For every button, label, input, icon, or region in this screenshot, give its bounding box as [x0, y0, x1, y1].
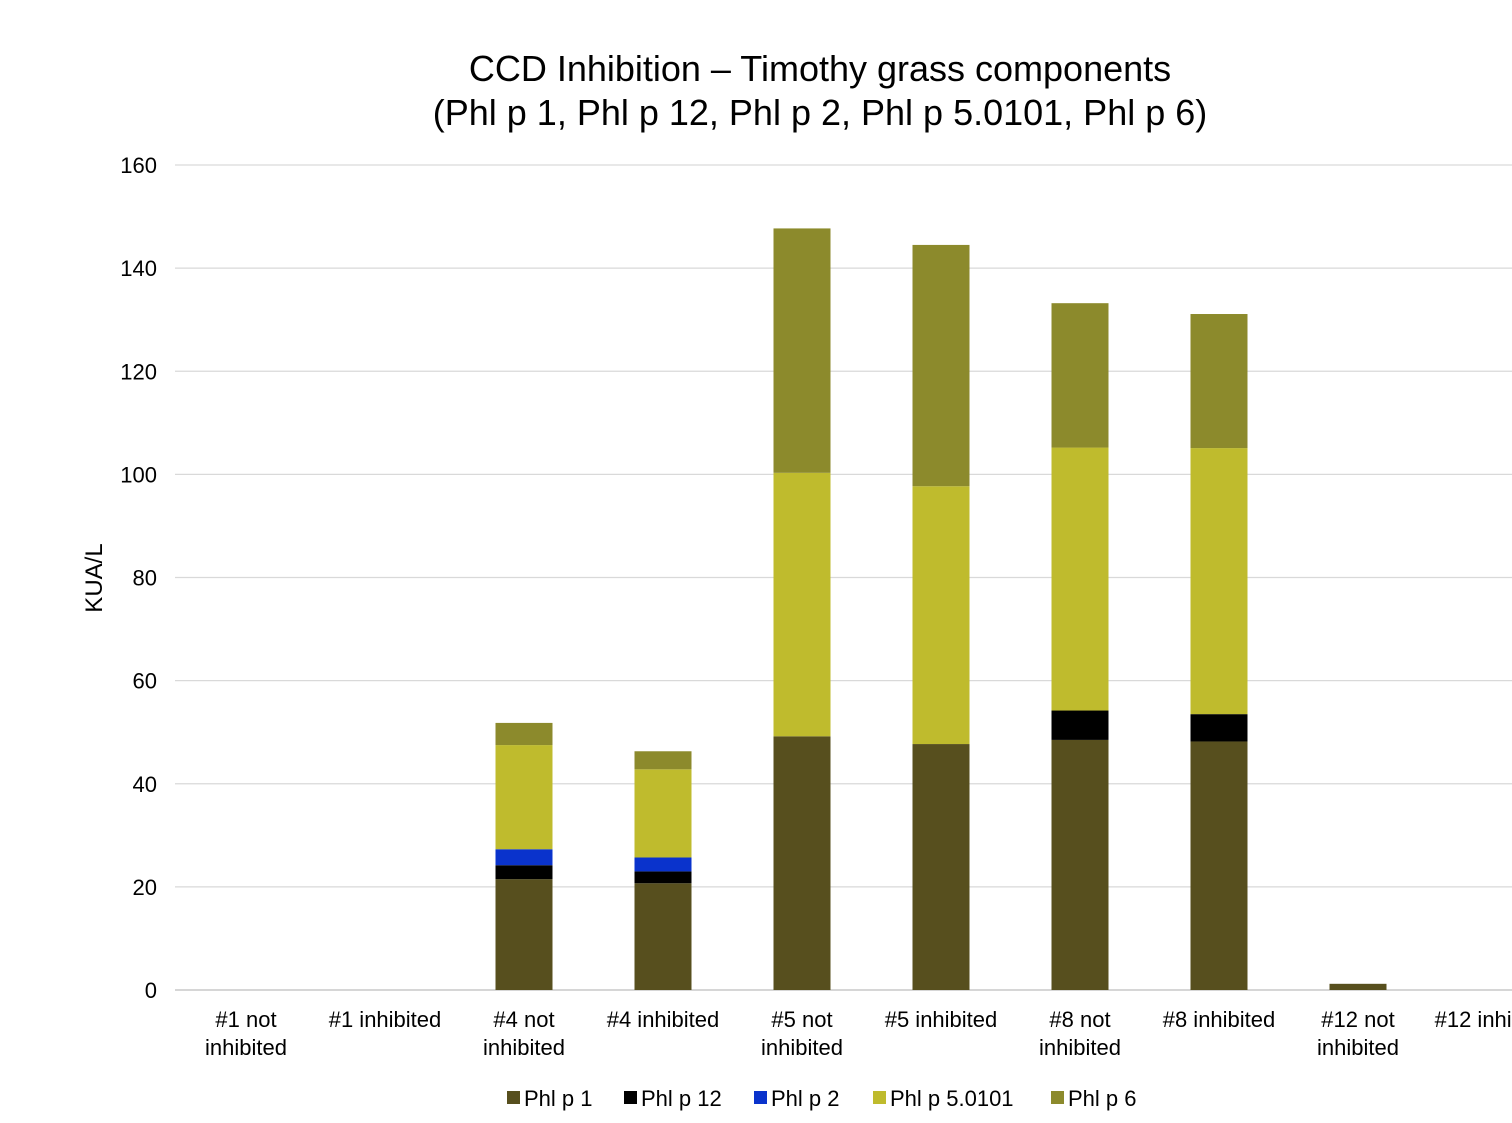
x-tick-label: #8 not inhibited: [1039, 1007, 1121, 1060]
bar-segment: [1329, 983, 1387, 990]
gridlines: [175, 164, 1512, 991]
y-tick-label: 40: [133, 772, 157, 797]
legend-swatch: [624, 1091, 637, 1104]
bar-segment: [773, 736, 831, 990]
y-tick-label: 20: [133, 875, 157, 900]
bar-segment: [495, 849, 553, 866]
bar-segment: [495, 865, 553, 880]
x-tick-label: #5 inhibited: [885, 1007, 998, 1032]
bar-segment: [1190, 448, 1248, 715]
legend-label: Phl p 12: [641, 1086, 722, 1111]
x-tick-label: #8 inhibited: [1163, 1007, 1276, 1032]
x-tick-label: #12 not inhibited: [1317, 1007, 1399, 1060]
legend-swatch: [754, 1091, 767, 1104]
x-tick-label: #1 not inhibited: [205, 1007, 287, 1060]
y-tick-label: 100: [120, 462, 157, 487]
bar-segment: [773, 228, 831, 473]
x-tick-label: #1 inhibited: [329, 1007, 442, 1032]
bar-segment: [1190, 714, 1248, 742]
bar-segment: [634, 883, 692, 990]
bar-segment: [495, 722, 553, 746]
chart-subtitle: (Phl p 1, Phl p 12, Phl p 2, Phl p 5.010…: [432, 92, 1208, 133]
x-tick-label: #5 not inhibited: [761, 1007, 843, 1060]
legend-swatch: [873, 1091, 886, 1104]
bar-segment: [1051, 710, 1109, 740]
chart-title: CCD Inhibition – Timothy grass component…: [468, 48, 1172, 89]
x-tick-label: #12 inhibited: [1435, 1007, 1512, 1032]
bar-segment: [773, 472, 831, 737]
y-axis-ticks: 0 20 40 60 80 100 120 140 160: [120, 153, 157, 1003]
bar-segment: [634, 769, 692, 858]
legend-swatch: [507, 1091, 520, 1104]
bar-segment: [912, 744, 970, 990]
bar-segment: [912, 486, 970, 745]
bar-segment: [1190, 741, 1248, 990]
legend-label: Phl p 1: [524, 1086, 593, 1111]
bar-segment: [1051, 739, 1109, 990]
y-tick-label: 160: [120, 153, 157, 178]
y-tick-label: 140: [120, 256, 157, 281]
bars: [495, 228, 1387, 990]
bar-segment: [634, 751, 692, 770]
x-tick-label: #4 not inhibited: [483, 1007, 565, 1060]
y-tick-label: 120: [120, 359, 157, 384]
bar-segment: [634, 871, 692, 884]
bar-segment: [1051, 447, 1109, 711]
bar-segment: [1190, 314, 1248, 449]
legend-label: Phl p 5.0101: [890, 1086, 1014, 1111]
legend-label: Phl p 6: [1068, 1086, 1137, 1111]
y-tick-label: 60: [133, 669, 157, 694]
x-tick-label: #4 inhibited: [607, 1007, 720, 1032]
y-axis-label: KUA/L: [81, 543, 108, 612]
bar-segment: [1051, 303, 1109, 448]
bar-segment: [495, 879, 553, 990]
y-tick-label: 0: [145, 978, 157, 1003]
bar-segment: [912, 244, 970, 487]
bar-segment: [634, 857, 692, 872]
x-axis-ticks: #1 not inhibited #1 inhibited #4 not inhibit…: [205, 1007, 1512, 1060]
legend-swatch: [1051, 1091, 1064, 1104]
legend: Phl p 1 Phl p 12 Phl p 2 Phl p 5.0101 Phl p …: [507, 1086, 1137, 1111]
legend-label: Phl p 2: [771, 1086, 840, 1111]
y-tick-label: 80: [133, 566, 157, 591]
bar-segment: [495, 745, 553, 850]
